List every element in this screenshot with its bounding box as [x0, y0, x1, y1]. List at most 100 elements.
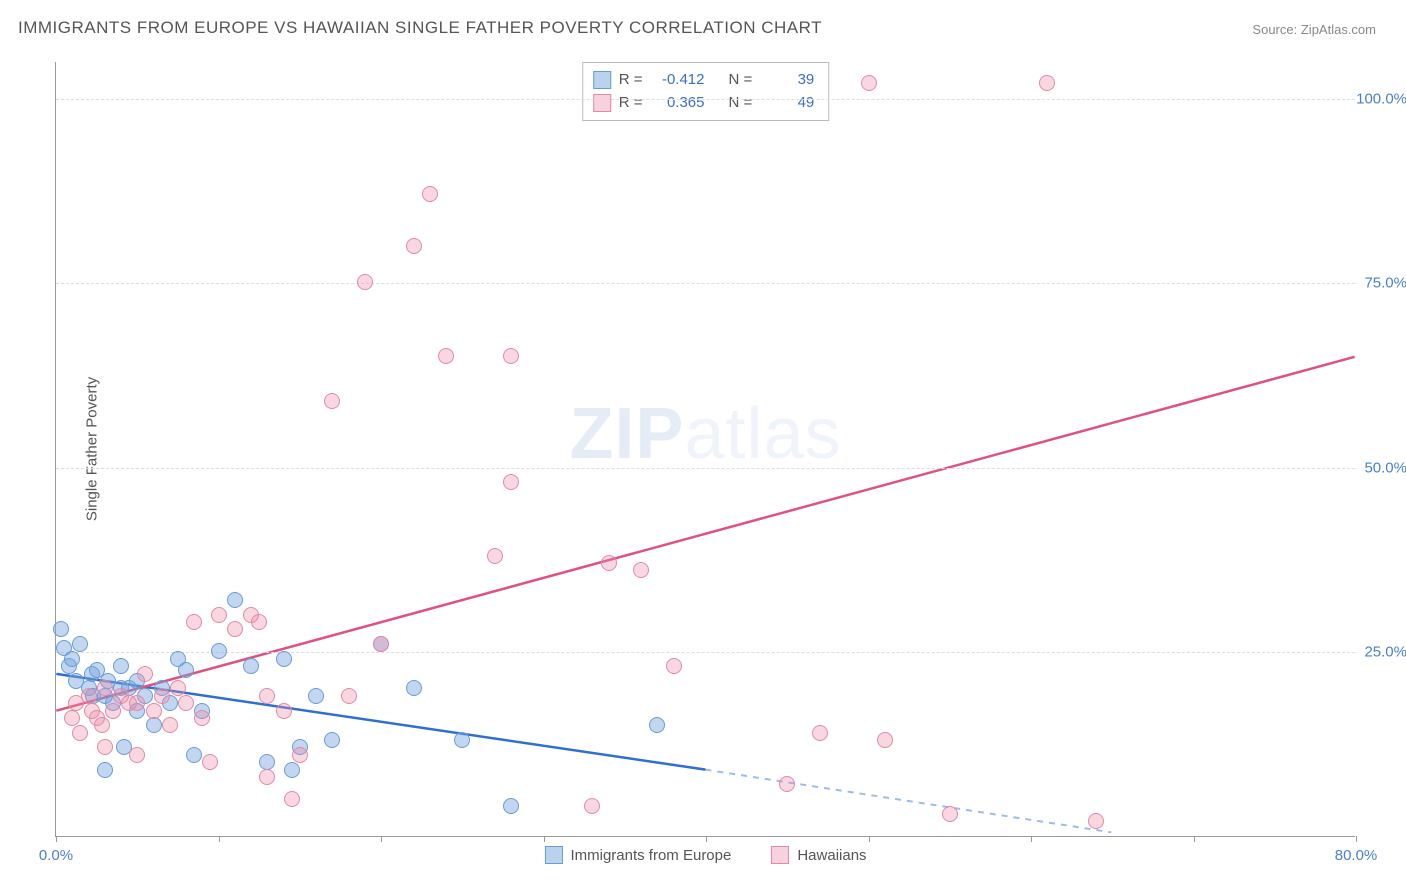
scatter-point: [438, 348, 454, 364]
scatter-point: [137, 666, 153, 682]
scatter-point: [154, 688, 170, 704]
scatter-point: [503, 798, 519, 814]
swatch-icon: [593, 71, 611, 89]
x-tick-label: 80.0%: [1335, 847, 1378, 864]
trendlines-layer: [56, 62, 1355, 836]
scatter-point: [666, 658, 682, 674]
y-tick-label: 25.0%: [1364, 644, 1406, 661]
x-tick: [56, 836, 57, 842]
x-tick: [381, 836, 382, 842]
scatter-point: [186, 614, 202, 630]
x-tick: [544, 836, 545, 842]
n-value: 39: [760, 69, 814, 92]
gridline: [56, 99, 1355, 100]
scatter-point: [284, 791, 300, 807]
scatter-point: [861, 75, 877, 91]
swatch-icon: [544, 846, 562, 864]
scatter-point: [113, 658, 129, 674]
scatter-point: [284, 762, 300, 778]
scatter-point: [276, 651, 292, 667]
scatter-point: [72, 725, 88, 741]
scatter-point: [105, 703, 121, 719]
scatter-point: [324, 732, 340, 748]
scatter-point: [227, 592, 243, 608]
trendline-extrapolated: [706, 770, 1112, 833]
n-label: N =: [729, 92, 753, 115]
scatter-point: [487, 548, 503, 564]
swatch-icon: [771, 846, 789, 864]
scatter-point: [341, 688, 357, 704]
legend-label: Immigrants from Europe: [570, 847, 731, 864]
scatter-point: [422, 186, 438, 202]
scatter-point: [259, 754, 275, 770]
scatter-point: [584, 798, 600, 814]
stats-box: R = -0.412 N = 39 R = 0.365 N = 49: [582, 62, 830, 121]
scatter-point: [97, 762, 113, 778]
stats-row: R = 0.365 N = 49: [593, 92, 815, 115]
scatter-point: [357, 274, 373, 290]
chart-container: IMMIGRANTS FROM EUROPE VS HAWAIIAN SINGL…: [0, 0, 1406, 892]
chart-title: IMMIGRANTS FROM EUROPE VS HAWAIIAN SINGL…: [18, 18, 822, 38]
y-tick-label: 50.0%: [1364, 459, 1406, 476]
x-tick: [219, 836, 220, 842]
scatter-point: [194, 710, 210, 726]
scatter-point: [292, 747, 308, 763]
x-tick-label: 0.0%: [39, 847, 73, 864]
scatter-point: [211, 643, 227, 659]
stats-row: R = -0.412 N = 39: [593, 69, 815, 92]
scatter-point: [1039, 75, 1055, 91]
source-credit: Source: ZipAtlas.com: [1252, 22, 1376, 37]
source-link[interactable]: ZipAtlas.com: [1301, 22, 1376, 37]
scatter-point: [633, 562, 649, 578]
x-tick: [706, 836, 707, 842]
scatter-point: [243, 658, 259, 674]
scatter-point: [146, 717, 162, 733]
y-tick-label: 75.0%: [1364, 275, 1406, 292]
scatter-point: [146, 703, 162, 719]
r-label: R =: [619, 92, 643, 115]
scatter-point: [503, 348, 519, 364]
scatter-point: [812, 725, 828, 741]
source-label: Source:: [1252, 22, 1297, 37]
scatter-point: [503, 474, 519, 490]
swatch-icon: [593, 94, 611, 112]
x-tick: [1031, 836, 1032, 842]
scatter-point: [406, 238, 422, 254]
scatter-point: [186, 747, 202, 763]
scatter-point: [779, 776, 795, 792]
scatter-point: [308, 688, 324, 704]
scatter-point: [373, 636, 389, 652]
scatter-point: [97, 680, 113, 696]
gridline: [56, 652, 1355, 653]
scatter-point: [276, 703, 292, 719]
r-label: R =: [619, 69, 643, 92]
scatter-point: [601, 555, 617, 571]
legend-item: Immigrants from Europe: [544, 846, 731, 864]
gridline: [56, 468, 1355, 469]
scatter-point: [178, 662, 194, 678]
scatter-point: [202, 754, 218, 770]
scatter-point: [259, 688, 275, 704]
scatter-point: [649, 717, 665, 733]
scatter-point: [64, 710, 80, 726]
scatter-point: [94, 717, 110, 733]
scatter-point: [877, 732, 893, 748]
scatter-point: [129, 747, 145, 763]
x-tick: [1356, 836, 1357, 842]
scatter-point: [324, 393, 340, 409]
scatter-point: [64, 651, 80, 667]
scatter-point: [211, 607, 227, 623]
legend: Immigrants from Europe Hawaiians: [544, 846, 866, 864]
scatter-point: [53, 621, 69, 637]
scatter-point: [1088, 813, 1104, 829]
y-tick-label: 100.0%: [1356, 90, 1406, 107]
scatter-point: [251, 614, 267, 630]
gridline: [56, 283, 1355, 284]
scatter-point: [162, 717, 178, 733]
scatter-point: [406, 680, 422, 696]
scatter-point: [170, 680, 186, 696]
scatter-point: [942, 806, 958, 822]
scatter-point: [227, 621, 243, 637]
scatter-point: [72, 636, 88, 652]
scatter-point: [97, 739, 113, 755]
